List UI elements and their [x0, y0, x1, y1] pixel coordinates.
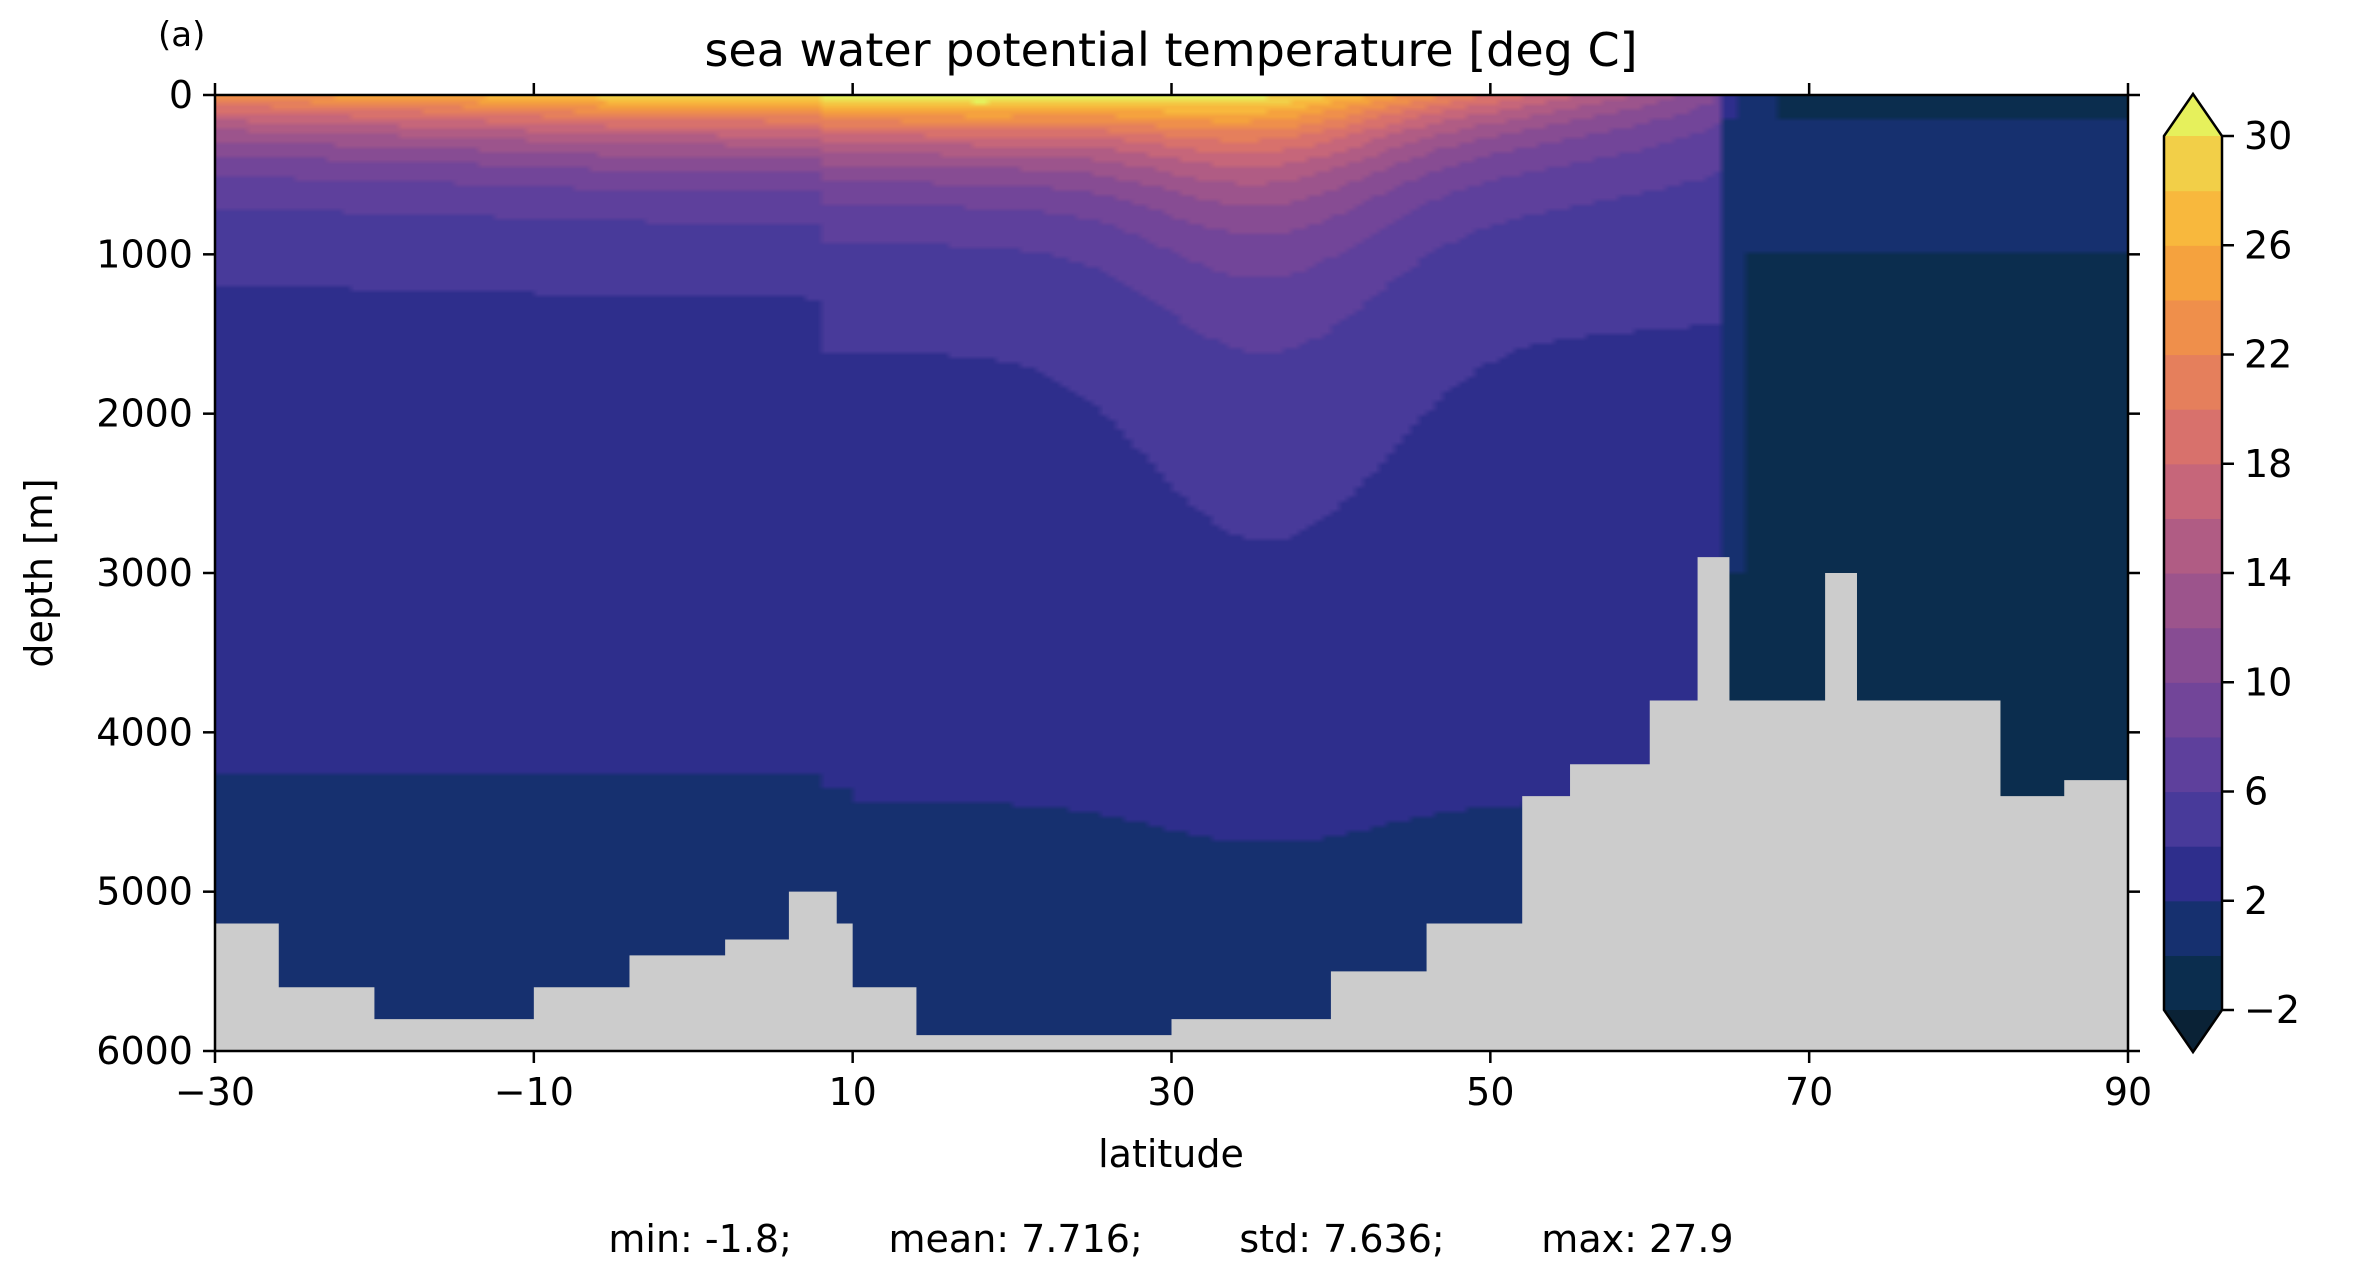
colorbar-segment — [2164, 299, 2222, 356]
colorbar-tick-label: 6 — [2244, 770, 2268, 814]
y-axis-label: depth [m] — [17, 478, 61, 667]
x-axis-ticks: −30 −10 10 30 50 70 90 — [175, 83, 2152, 1114]
x-tick-label: −30 — [175, 1070, 255, 1114]
chart-title: sea water potential temperature [deg C] — [704, 23, 1637, 77]
colorbar-segment — [2164, 573, 2222, 629]
colorbar-segment — [2164, 627, 2222, 683]
land-mask — [215, 557, 2128, 1051]
y-tick-label: 0 — [169, 73, 193, 117]
colorbar-tick-label: 18 — [2244, 442, 2292, 486]
colorbar-tick-label: 30 — [2244, 114, 2292, 158]
colorbar-segment — [2164, 791, 2222, 847]
colorbar-segment — [2164, 136, 2222, 192]
stats-line: min: -1.8; mean: 7.716; std: 7.636; max:… — [608, 1217, 1733, 1261]
colorbar-segment — [2164, 900, 2222, 956]
y-tick-label: 4000 — [96, 710, 193, 754]
plot-area — [215, 95, 2128, 1051]
x-axis-label: latitude — [1098, 1132, 1244, 1176]
x-tick-label: 10 — [828, 1070, 876, 1114]
colorbar-segment — [2164, 245, 2222, 301]
colorbar-tick-label: 26 — [2244, 223, 2292, 267]
colorbar-extend-max — [2164, 94, 2222, 136]
colorbar-segment — [2164, 409, 2222, 465]
x-tick-label: 30 — [1147, 1070, 1195, 1114]
colorbar-segment — [2164, 354, 2222, 410]
colorbar-segment — [2164, 846, 2222, 902]
colorbar-segment — [2164, 518, 2222, 574]
y-tick-label: 2000 — [96, 392, 193, 436]
colorbar-segment — [2164, 736, 2222, 793]
panel-label: (a) — [158, 15, 205, 55]
y-tick-label: 1000 — [96, 232, 193, 276]
y-tick-label: 6000 — [96, 1029, 193, 1073]
x-tick-label: 50 — [1466, 1070, 1514, 1114]
colorbar-segment — [2164, 955, 2222, 1011]
colorbar-tick-label: 2 — [2244, 879, 2268, 923]
x-tick-label: 90 — [2104, 1070, 2152, 1114]
colorbar-extend-min — [2164, 1010, 2222, 1052]
colorbar-tick-label: 10 — [2244, 660, 2292, 704]
colorbar-segment — [2164, 463, 2222, 519]
colorbar-tick-label: 22 — [2244, 333, 2292, 377]
x-tick-label: 70 — [1785, 1070, 1833, 1114]
colorbar-tick-label: −2 — [2244, 988, 2300, 1032]
y-axis-ticks: 0 1000 2000 3000 4000 5000 6000 — [96, 73, 2140, 1073]
y-tick-label: 5000 — [96, 870, 193, 914]
y-tick-label: 3000 — [96, 551, 193, 595]
colorbar-tick-label: 14 — [2244, 551, 2292, 595]
x-tick-label: −10 — [494, 1070, 574, 1114]
colorbar-segment — [2164, 190, 2222, 246]
colorbar-segment — [2164, 682, 2222, 738]
